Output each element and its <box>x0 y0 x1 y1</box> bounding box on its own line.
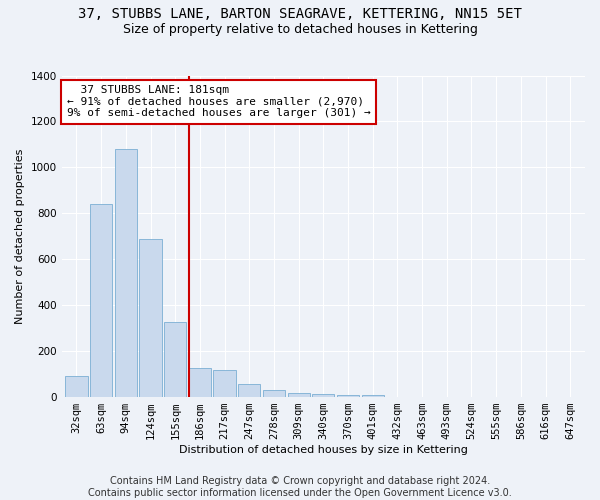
Bar <box>164 322 187 397</box>
Bar <box>312 394 334 397</box>
Bar <box>139 238 161 397</box>
Bar <box>238 384 260 397</box>
Bar <box>362 396 384 397</box>
Text: Size of property relative to detached houses in Kettering: Size of property relative to detached ho… <box>122 22 478 36</box>
Bar <box>189 368 211 397</box>
Text: 37, STUBBS LANE, BARTON SEAGRAVE, KETTERING, NN15 5ET: 37, STUBBS LANE, BARTON SEAGRAVE, KETTER… <box>78 8 522 22</box>
X-axis label: Distribution of detached houses by size in Kettering: Distribution of detached houses by size … <box>179 445 468 455</box>
Bar <box>287 393 310 397</box>
Bar <box>214 370 236 397</box>
Bar <box>263 390 285 397</box>
Bar <box>65 376 88 397</box>
Bar <box>337 395 359 397</box>
Text: 37 STUBBS LANE: 181sqm
← 91% of detached houses are smaller (2,970)
9% of semi-d: 37 STUBBS LANE: 181sqm ← 91% of detached… <box>67 85 371 118</box>
Y-axis label: Number of detached properties: Number of detached properties <box>15 148 25 324</box>
Bar <box>90 204 112 397</box>
Text: Contains HM Land Registry data © Crown copyright and database right 2024.
Contai: Contains HM Land Registry data © Crown c… <box>88 476 512 498</box>
Bar <box>115 149 137 397</box>
